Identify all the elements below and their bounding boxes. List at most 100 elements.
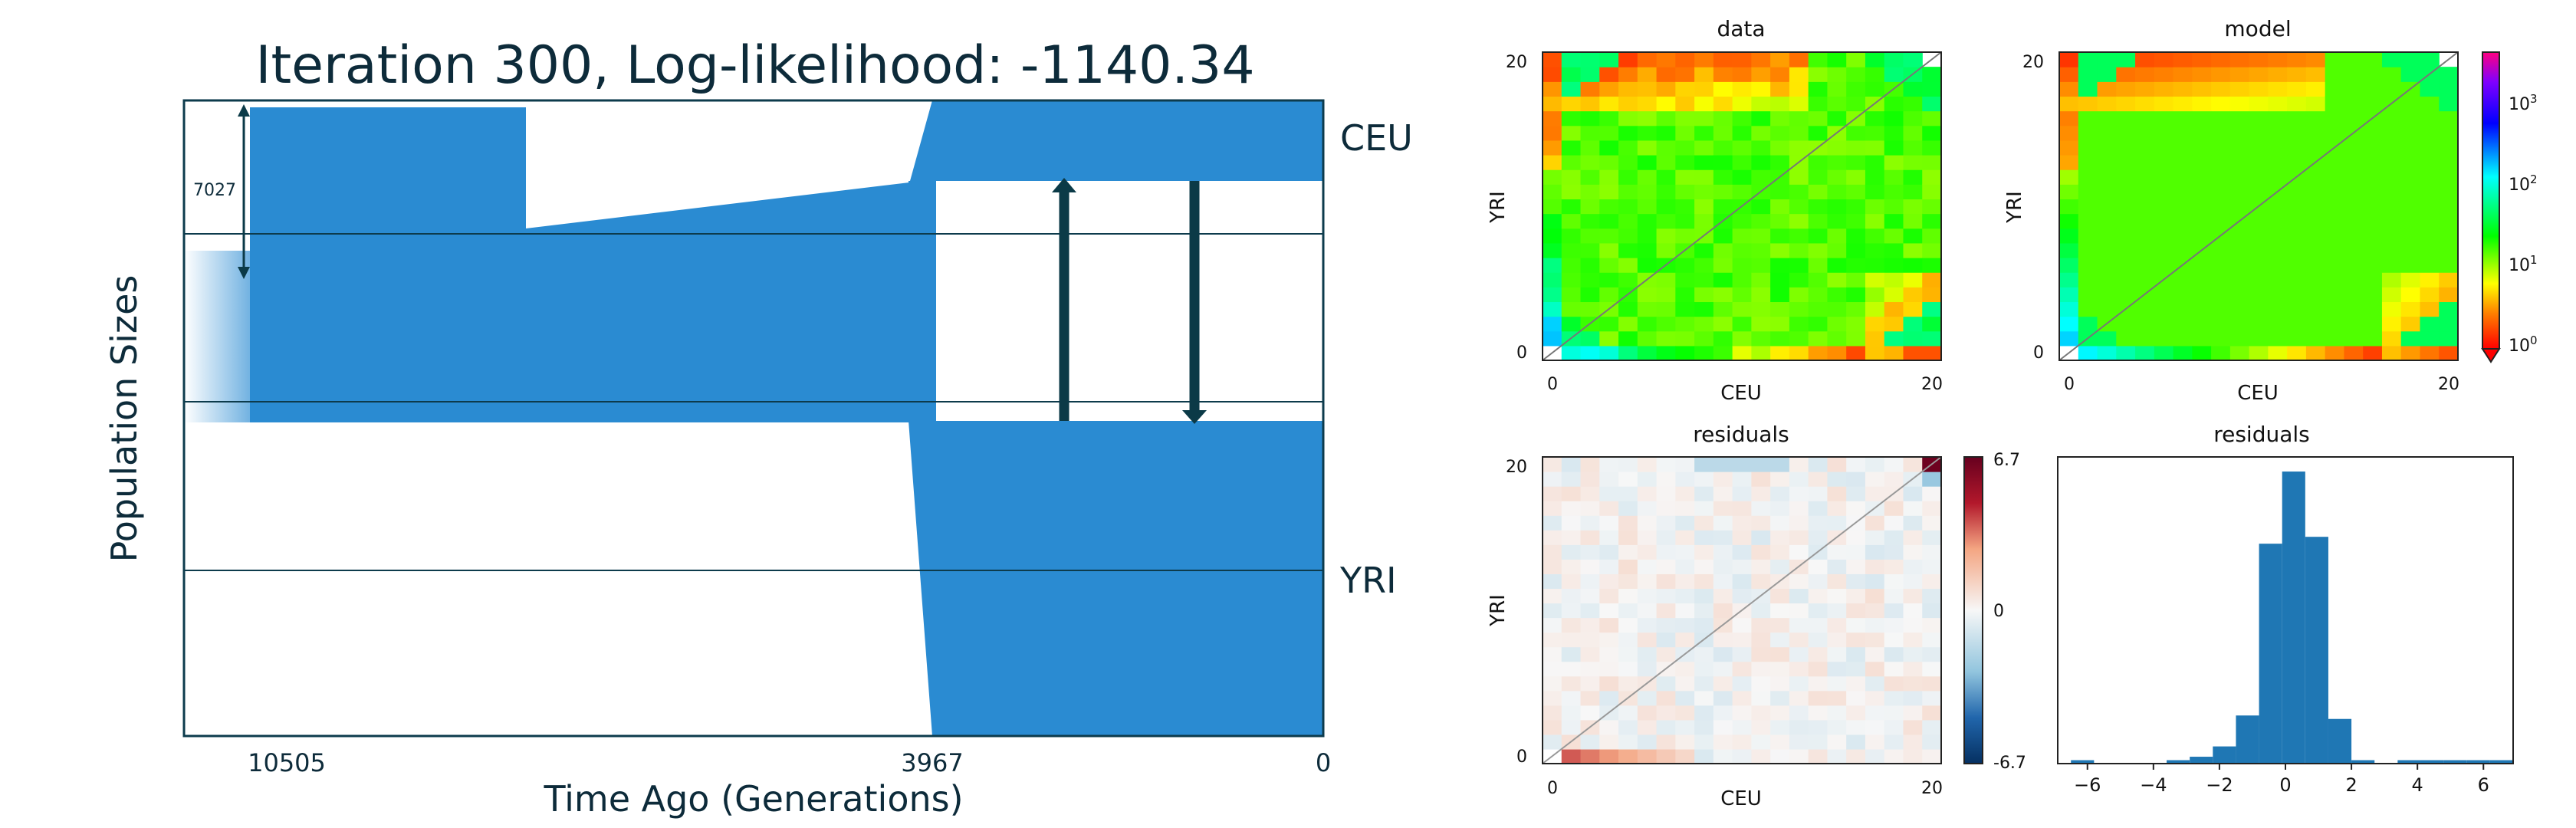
heatmap-cell — [1656, 272, 1676, 288]
heatmap-cell — [1637, 603, 1658, 619]
heatmap-cell — [1543, 573, 1562, 590]
heatmap-cell — [1808, 125, 1829, 141]
heatmap-cell — [1865, 287, 1885, 303]
heatmap-cell — [1713, 345, 1733, 361]
heatmap-cell — [1580, 301, 1600, 317]
heatmap-cell — [1751, 125, 1771, 141]
heatmap-cell — [1846, 272, 1866, 288]
heatmap-cell — [2059, 330, 2079, 347]
heatmap-cell — [2420, 199, 2440, 215]
heatmap-cell — [1884, 617, 1904, 633]
heatmap-cell — [1827, 501, 1847, 516]
heatmap-cell — [1732, 287, 1752, 303]
heatmap-cell — [1675, 228, 1695, 244]
heatmap-cell — [1561, 661, 1582, 677]
heatmap-cell — [1694, 169, 1714, 185]
heatmap-cell — [2135, 125, 2155, 141]
heatmap-cell — [2363, 228, 2383, 244]
heatmap-cell — [1694, 544, 1714, 560]
heatmap-cell — [1922, 242, 1942, 258]
heatmap-cell — [2154, 228, 2174, 244]
heatmap-data-frame — [1542, 51, 1942, 361]
heatmap-cell — [2420, 330, 2440, 347]
heatmap-cell — [1922, 110, 1942, 127]
heatmap-cell — [1865, 573, 1885, 590]
heatmap-cell — [2192, 125, 2212, 141]
heatmap-cell — [1922, 301, 1942, 317]
heatmap-cell — [2287, 272, 2307, 288]
heatmap-cell — [1751, 287, 1771, 303]
heatmap-cell — [1543, 301, 1562, 317]
heatmap-residuals-title: residuals — [1693, 422, 1789, 447]
heatmap-cell — [1808, 242, 1829, 258]
heatmap-cell — [1694, 96, 1714, 112]
heatmap-cell — [1656, 748, 1676, 764]
heatmap-cell — [1770, 646, 1790, 662]
heatmap-cell — [1713, 588, 1733, 604]
heatmap-cell — [1618, 96, 1638, 112]
heatmap-cell — [2325, 345, 2345, 361]
heatmap-cell — [2268, 110, 2288, 127]
heatmap-cell — [2305, 272, 2326, 288]
heatmap-cell — [1599, 228, 1619, 244]
heatmap-cell — [1580, 125, 1600, 141]
heatmap-cell — [1637, 242, 1658, 258]
heatmap-cell — [1922, 632, 1942, 648]
heatmap-cell — [1884, 705, 1904, 721]
heatmap-cell — [1751, 675, 1771, 692]
heatmap-cell — [1618, 748, 1638, 764]
heatmap-cell — [2229, 169, 2250, 185]
heatmap-cell — [1922, 646, 1942, 662]
heatmap-cell — [1580, 155, 1600, 170]
heatmap-cell — [1732, 457, 1752, 472]
heatmap-cell — [1637, 530, 1658, 545]
heatmap-cell — [1694, 690, 1714, 706]
heatmap-cell — [1637, 705, 1658, 721]
heatmap-cell — [1770, 588, 1790, 604]
heatmap-cell — [1770, 316, 1790, 332]
heatmap-cell — [1808, 588, 1829, 604]
heatmap-cell — [2363, 140, 2383, 156]
heatmap-cell — [1637, 559, 1658, 574]
heatmap-cell — [1637, 96, 1658, 112]
heatmap-cell — [1865, 67, 1885, 82]
heatmap-cell — [1599, 486, 1619, 501]
heatmap-cell — [2173, 272, 2193, 288]
heatmap-cell — [1770, 472, 1790, 487]
heatmap-cell — [1865, 486, 1885, 501]
heatmap-cell — [2363, 330, 2383, 347]
heatmap-cell — [2325, 169, 2345, 185]
heatmap-cell — [1884, 530, 1904, 545]
heatmap-cell — [2363, 67, 2383, 82]
heatmap-cell — [1903, 96, 1923, 112]
heatmap-cell — [1694, 646, 1714, 662]
heatmap-cell — [1808, 287, 1829, 303]
heatmap-cell — [2400, 125, 2421, 141]
heatmap-cell — [1694, 140, 1714, 156]
heatmap-cell — [2116, 155, 2136, 170]
heatmap-cell — [1884, 316, 1904, 332]
heatmap-cell — [1846, 690, 1866, 706]
heatmap-cell — [1751, 748, 1771, 764]
heatmap-cell — [1808, 472, 1829, 487]
heatmap-cell — [2325, 81, 2345, 97]
heatmap-cell — [2173, 169, 2193, 185]
heatmap-cell — [1656, 96, 1676, 112]
heatmap-cell — [1827, 96, 1847, 112]
heatmap-cell — [2116, 345, 2136, 361]
heatmap-cell — [2287, 125, 2307, 141]
heatmap-cell — [1827, 155, 1847, 170]
size-annotation-head-top — [238, 104, 250, 117]
heatmap-cell — [2059, 155, 2079, 170]
heatmap-cell — [2363, 155, 2383, 170]
heatmap-cell — [1599, 67, 1619, 82]
heatmap-cell — [1694, 486, 1714, 501]
heatmap-cell — [2305, 199, 2326, 215]
heatmap-cell — [1808, 199, 1829, 215]
heatmap-cell — [2420, 242, 2440, 258]
heatmap-cell — [1827, 213, 1847, 229]
heatmap-cell — [2229, 110, 2250, 127]
heatmap-cell — [2268, 125, 2288, 141]
heatmap-cell — [1922, 169, 1942, 185]
heatmap-cell — [1561, 675, 1582, 692]
